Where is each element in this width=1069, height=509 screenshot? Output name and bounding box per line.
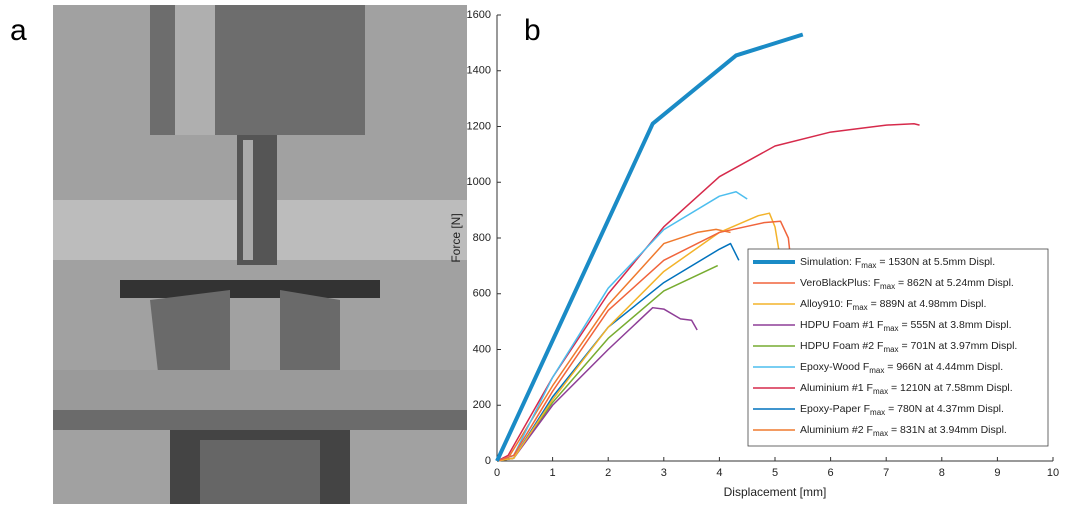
data-line (496, 212, 782, 462)
x-tick-label: 0 (494, 467, 500, 479)
panel-label: b (524, 14, 541, 47)
legend-label-part: = 1210N at 7.58mm Displ. (888, 382, 1013, 394)
y-tick-label: 1400 (467, 65, 491, 77)
y-tick-label: 1000 (467, 176, 491, 188)
legend-label-part: HDPU Foam #1 F (800, 319, 883, 331)
y-tick-label: 1200 (467, 120, 491, 132)
x-tick-label: 7 (883, 467, 889, 479)
legend-label-part: max (869, 366, 884, 375)
x-tick-label: 6 (828, 467, 834, 479)
legend-label-part: Aluminium #2 F (800, 424, 873, 436)
y-tick-label: 800 (473, 232, 491, 244)
legend-label-part: max (873, 429, 888, 438)
legend-label-part: Simulation: F (800, 256, 861, 268)
y-tick-label: 600 (473, 288, 491, 300)
data-line (496, 220, 793, 462)
legend-label-part: = 831N at 3.94mm Displ. (888, 424, 1007, 436)
panel-label: a (10, 14, 27, 47)
legend-label-part: max (883, 324, 898, 333)
legend-label-part: Alloy910: F (800, 298, 853, 310)
y-tick-label: 200 (473, 399, 491, 411)
data-line (496, 228, 731, 462)
legend-label: Aluminium #2 Fmax = 831N at 3.94mm Displ… (800, 424, 1007, 438)
legend-label-part: = 1530N at 5.5mm Displ. (876, 256, 995, 268)
legend-label: Epoxy-Paper Fmax = 780N at 4.37mm Displ. (800, 403, 1004, 417)
x-axis-label: Displacement [mm] (724, 485, 827, 499)
x-tick-label: 9 (994, 467, 1000, 479)
x-tick-label: 10 (1047, 467, 1059, 479)
legend-label-part: max (873, 387, 888, 396)
legend-label-part: = 555N at 3.8mm Displ. (899, 319, 1012, 331)
x-tick-label: 1 (550, 467, 556, 479)
data-line (496, 122, 920, 462)
y-tick-label: 0 (485, 455, 491, 467)
x-tick-label: 2 (605, 467, 611, 479)
legend-label: Aluminium #1 Fmax = 1210N at 7.58mm Disp… (800, 382, 1013, 396)
legend-label: Epoxy-Wood Fmax = 966N at 4.44mm Displ. (800, 361, 1003, 375)
legend-label: Alloy910: Fmax = 889N at 4.98mm Displ. (800, 298, 986, 312)
legend-label-part: max (870, 408, 885, 417)
legend-label: VeroBlackPlus: Fmax = 862N at 5.24mm Dis… (800, 277, 1014, 291)
legend-label-part: Epoxy-Paper F (800, 403, 870, 415)
legend-label-part: max (883, 345, 898, 354)
legend-label-part: VeroBlackPlus: F (800, 277, 880, 289)
y-axis-label: Force [N] (449, 213, 463, 262)
photo (53, 5, 467, 504)
legend-box (747, 248, 1049, 447)
legend-label-part: = 966N at 4.44mm Displ. (884, 361, 1003, 373)
legend-label-part: max (853, 303, 868, 312)
data-line (496, 306, 698, 462)
x-tick-label: 3 (661, 467, 667, 479)
legend: Simulation: Fmax = 1530N at 5.5mm Displ.… (747, 248, 1049, 447)
legend-label-part: max (880, 282, 895, 291)
legend-label-part: = 780N at 4.37mm Displ. (885, 403, 1004, 415)
legend-label: HDPU Foam #1 Fmax = 555N at 3.8mm Displ. (800, 319, 1011, 333)
x-tick-label: 8 (939, 467, 945, 479)
x-tick-label: 5 (772, 467, 778, 479)
legend-label-part: = 889N at 4.98mm Displ. (868, 298, 987, 310)
legend-label-part: Aluminium #1 F (800, 382, 873, 394)
y-tick-label: 400 (473, 343, 491, 355)
data-line (495, 32, 804, 462)
legend-label-part: max (861, 261, 876, 270)
legend-label-part: HDPU Foam #2 F (800, 340, 883, 352)
y-tick-label: 1600 (467, 9, 491, 21)
legend-label: HDPU Foam #2 Fmax = 701N at 3.97mm Displ… (800, 340, 1017, 354)
legend-label-part: Epoxy-Wood F (800, 361, 869, 373)
data-line (496, 190, 748, 462)
legend-label-part: = 862N at 5.24mm Displ. (895, 277, 1014, 289)
legend-label: Simulation: Fmax = 1530N at 5.5mm Displ. (800, 256, 995, 270)
x-tick-label: 4 (716, 467, 722, 479)
legend-label-part: = 701N at 3.97mm Displ. (899, 340, 1018, 352)
